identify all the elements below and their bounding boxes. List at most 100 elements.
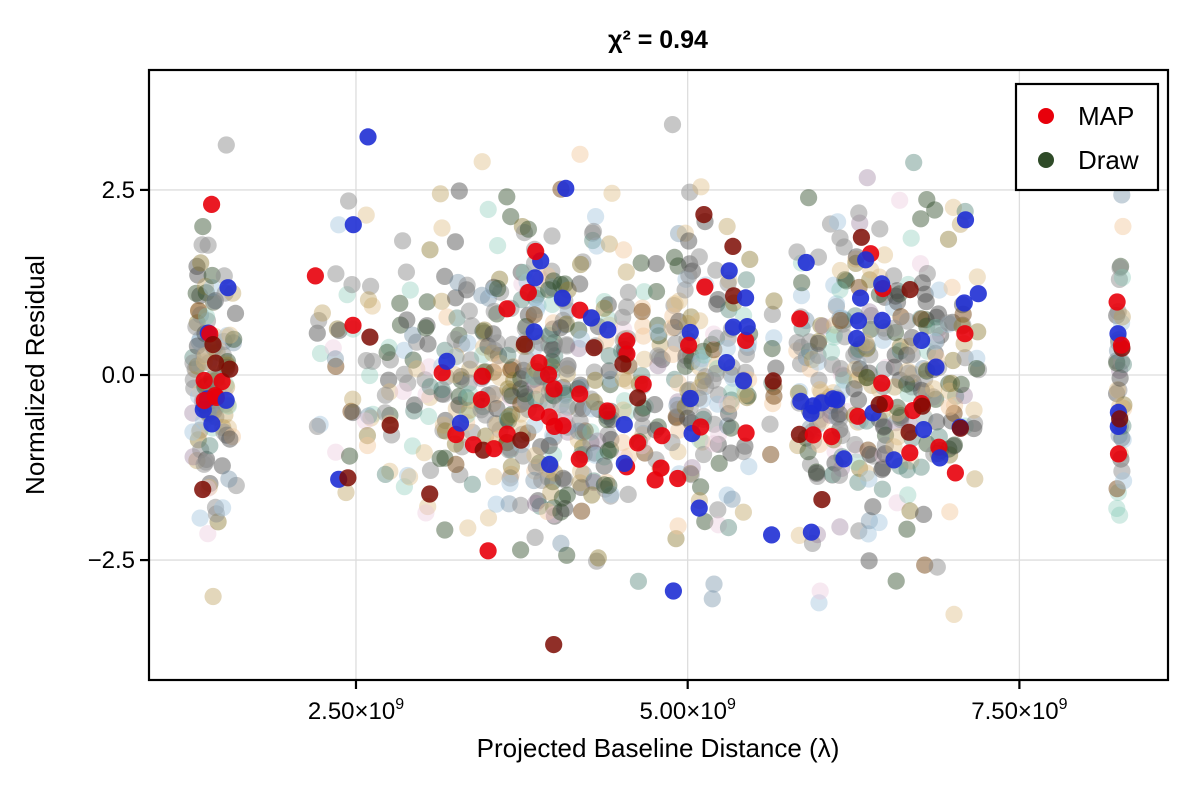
data-point bbox=[484, 281, 502, 299]
data-point bbox=[516, 385, 534, 403]
data-point bbox=[446, 330, 464, 349]
data-point bbox=[601, 487, 620, 505]
data-point bbox=[219, 279, 237, 297]
data-point bbox=[887, 572, 905, 590]
data-point bbox=[203, 195, 221, 213]
data-point bbox=[916, 370, 934, 388]
data-point bbox=[709, 395, 727, 413]
data-point bbox=[724, 318, 742, 336]
data-point bbox=[790, 425, 809, 443]
data-point bbox=[540, 281, 558, 299]
data-point bbox=[600, 235, 619, 253]
data-point bbox=[204, 336, 222, 354]
data-point bbox=[898, 461, 916, 479]
data-point bbox=[665, 248, 684, 266]
data-point bbox=[679, 409, 697, 427]
data-point bbox=[709, 291, 727, 309]
data-point bbox=[381, 462, 399, 480]
data-point bbox=[845, 346, 863, 364]
data-point bbox=[502, 458, 520, 476]
data-point bbox=[851, 459, 869, 477]
data-point bbox=[912, 210, 930, 228]
data-point bbox=[849, 407, 867, 425]
data-point bbox=[705, 341, 723, 359]
data-point bbox=[885, 451, 903, 469]
data-point bbox=[647, 255, 665, 273]
data-point bbox=[326, 350, 344, 368]
data-point bbox=[501, 474, 519, 493]
data-point bbox=[492, 283, 510, 301]
data-point bbox=[586, 446, 604, 464]
data-point bbox=[463, 475, 481, 493]
data-point bbox=[792, 287, 811, 305]
data-point bbox=[545, 380, 563, 398]
data-point bbox=[189, 266, 207, 284]
data-point bbox=[337, 483, 355, 502]
data-point bbox=[649, 323, 667, 341]
data-point bbox=[847, 329, 866, 347]
chart-title: χ² = 0.94 bbox=[608, 26, 708, 54]
data-point bbox=[877, 358, 895, 377]
data-point bbox=[939, 230, 958, 248]
data-point bbox=[724, 237, 742, 255]
data-point bbox=[1113, 268, 1131, 287]
data-point bbox=[723, 383, 741, 401]
data-point bbox=[557, 179, 575, 197]
y-tick-label: 2.5 bbox=[102, 177, 135, 204]
data-point bbox=[635, 283, 653, 301]
data-point bbox=[680, 267, 698, 285]
data-point bbox=[543, 278, 561, 296]
data-point bbox=[918, 191, 936, 209]
data-point bbox=[707, 261, 725, 279]
data-point bbox=[824, 390, 842, 408]
data-point bbox=[527, 242, 545, 261]
data-point bbox=[888, 293, 907, 311]
data-point bbox=[361, 366, 379, 385]
data-point bbox=[810, 594, 828, 612]
data-point bbox=[1113, 462, 1131, 480]
data-point bbox=[765, 329, 783, 347]
data-point bbox=[737, 331, 755, 349]
data-point bbox=[966, 470, 984, 488]
data-point bbox=[891, 191, 909, 209]
data-point bbox=[649, 316, 667, 334]
data-point bbox=[500, 412, 518, 430]
data-point bbox=[723, 490, 741, 508]
data-point bbox=[532, 438, 550, 456]
data-point bbox=[615, 454, 633, 472]
data-point bbox=[447, 400, 465, 418]
data-point bbox=[543, 352, 561, 371]
data-point bbox=[391, 294, 409, 312]
data-point bbox=[460, 302, 478, 320]
data-point bbox=[572, 478, 590, 496]
data-point bbox=[932, 326, 950, 344]
data-point bbox=[218, 326, 236, 345]
data-point bbox=[474, 322, 492, 340]
data-point bbox=[873, 275, 891, 293]
data-point bbox=[852, 289, 870, 307]
data-point bbox=[215, 423, 233, 441]
data-point bbox=[633, 302, 651, 321]
y-tick-label: −2.5 bbox=[88, 547, 135, 574]
data-point bbox=[955, 386, 973, 405]
data-point bbox=[681, 183, 699, 201]
data-point bbox=[399, 466, 417, 485]
data-point bbox=[545, 505, 563, 524]
data-point bbox=[204, 293, 222, 311]
data-point bbox=[831, 360, 850, 378]
data-point bbox=[1111, 506, 1129, 524]
data-point bbox=[599, 321, 617, 339]
data-point bbox=[829, 213, 847, 231]
data-point bbox=[831, 311, 850, 330]
data-point bbox=[614, 401, 632, 419]
data-point bbox=[683, 459, 701, 477]
data-point bbox=[473, 153, 491, 171]
data-point bbox=[722, 419, 740, 437]
data-point bbox=[556, 500, 574, 518]
data-point bbox=[913, 397, 932, 415]
data-point bbox=[831, 281, 849, 299]
data-point bbox=[709, 501, 727, 519]
data-point bbox=[737, 271, 756, 289]
data-point bbox=[401, 281, 419, 299]
data-point bbox=[915, 421, 933, 439]
